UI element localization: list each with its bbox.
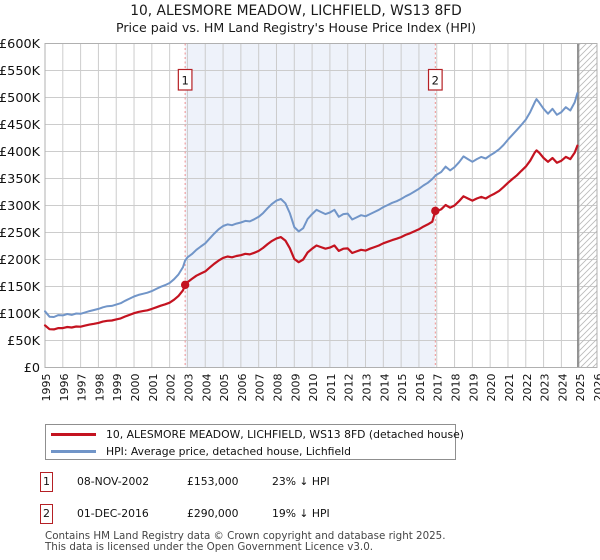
svg-text:1997: 1997 — [76, 374, 89, 402]
legend-label-property: 10, ALESMORE MEADOW, LICHFIELD, WS13 8FD… — [106, 427, 464, 441]
svg-text:2000: 2000 — [129, 374, 142, 402]
footer-line-1: Contains HM Land Registry data © Crown c… — [45, 530, 446, 542]
svg-text:1995: 1995 — [40, 374, 53, 402]
sale-annotation-row-1: 1 08-NOV-2002 £153,000 23% ↓ HPI — [0, 472, 600, 492]
legend-label-hpi: HPI: Average price, detached house, Lich… — [106, 444, 351, 458]
sale-2-point — [431, 206, 440, 216]
svg-text:1996: 1996 — [58, 374, 71, 402]
svg-text:£350K: £350K — [0, 172, 41, 187]
svg-text:2010: 2010 — [307, 374, 320, 402]
property-line-swatch-icon — [51, 432, 96, 436]
sale-1-price: £153,000 — [187, 475, 239, 488]
sale-1-vs-hpi: 23% ↓ HPI — [272, 475, 330, 488]
svg-text:2013: 2013 — [361, 374, 374, 402]
sale-2-date: 01-DEC-2016 — [77, 507, 149, 520]
svg-text:2003: 2003 — [182, 374, 195, 402]
svg-text:2025: 2025 — [574, 374, 587, 402]
svg-text:£300K: £300K — [0, 199, 41, 214]
sale-2-number-badge: 2 — [40, 504, 53, 524]
svg-text:2026: 2026 — [592, 374, 600, 402]
plot-border — [44, 43, 598, 368]
svg-text:£500K: £500K — [0, 91, 41, 106]
sale-1-date: 08-NOV-2002 — [77, 475, 150, 488]
gridlines — [44, 43, 598, 368]
svg-text:1: 1 — [181, 74, 188, 88]
y-axis-labels: £600K £550K £500K £450K £400K £350K £300K £250K… — [0, 37, 41, 376]
svg-text:£0: £0 — [24, 361, 40, 376]
sale-annotation-row-2: 2 01-DEC-2016 £290,000 19% ↓ HPI — [0, 504, 600, 524]
svg-text:2021: 2021 — [503, 374, 516, 402]
svg-text:2006: 2006 — [236, 374, 249, 402]
svg-text:1998: 1998 — [93, 374, 106, 402]
svg-text:2023: 2023 — [539, 374, 552, 402]
svg-text:£600K: £600K — [0, 37, 41, 52]
svg-text:2019: 2019 — [467, 374, 480, 402]
sale-1-number-badge: 1 — [40, 472, 53, 492]
x-axis-labels: 1995 1996 1997 1998 1999 2000 2001 2002 2003 2004… — [40, 373, 600, 401]
svg-text:2014: 2014 — [378, 374, 391, 402]
price-history-chart: 1 2 £600K £550K £500K £450K £400K £350K £300K £25… — [0, 37, 600, 402]
series-line-hpi — [44, 92, 579, 318]
legend-item-hpi: HPI: Average price, detached house, Lich… — [46, 443, 455, 459]
svg-text:£50K: £50K — [7, 334, 40, 349]
svg-text:£100K: £100K — [0, 307, 41, 322]
svg-text:2024: 2024 — [556, 374, 569, 402]
legend-item-property: 10, ALESMORE MEADOW, LICHFIELD, WS13 8FD… — [46, 426, 464, 442]
svg-text:2004: 2004 — [200, 374, 213, 402]
svg-text:1999: 1999 — [111, 374, 124, 402]
series-line-property — [43, 144, 579, 331]
svg-text:£550K: £550K — [0, 64, 41, 79]
svg-text:2016: 2016 — [414, 374, 427, 402]
footer-line-2: This data is licensed under the Open Gov… — [45, 541, 374, 553]
sale-2-vs-hpi: 19% ↓ HPI — [272, 507, 330, 520]
svg-text:2020: 2020 — [485, 373, 498, 401]
svg-text:2012: 2012 — [343, 374, 356, 402]
svg-text:2005: 2005 — [218, 374, 231, 402]
sale-2-price: £290,000 — [187, 507, 239, 520]
sale-1-marker-badge: 1 — [177, 68, 193, 91]
hpi-line-swatch-icon — [51, 449, 96, 453]
future-hatch-region — [577, 43, 597, 368]
svg-text:2009: 2009 — [289, 374, 302, 402]
sale-2-marker-badge: 2 — [427, 68, 443, 91]
svg-text:2018: 2018 — [450, 374, 463, 402]
svg-text:2001: 2001 — [147, 374, 160, 402]
svg-text:2022: 2022 — [521, 374, 534, 402]
svg-text:2: 2 — [432, 74, 439, 88]
svg-text:2008: 2008 — [271, 374, 284, 402]
page-subtitle: Price paid vs. HM Land Registry's House … — [115, 20, 477, 35]
page-title: 10, ALESMORE MEADOW, LICHFIELD, WS13 8FD — [130, 3, 462, 19]
svg-text:£150K: £150K — [0, 280, 41, 295]
svg-text:£200K: £200K — [0, 253, 41, 268]
svg-text:£250K: £250K — [0, 226, 41, 241]
license-footer: Contains HM Land Registry data © Crown c… — [45, 531, 446, 553]
chart-legend: 10, ALESMORE MEADOW, LICHFIELD, WS13 8FD… — [45, 424, 464, 460]
svg-text:2007: 2007 — [254, 374, 267, 402]
svg-text:£450K: £450K — [0, 118, 41, 133]
svg-text:2011: 2011 — [325, 374, 338, 402]
svg-text:2002: 2002 — [165, 374, 178, 402]
svg-text:£400K: £400K — [0, 145, 41, 160]
sale-1-point — [180, 280, 190, 290]
svg-text:2015: 2015 — [396, 374, 409, 402]
svg-text:2017: 2017 — [432, 374, 445, 402]
